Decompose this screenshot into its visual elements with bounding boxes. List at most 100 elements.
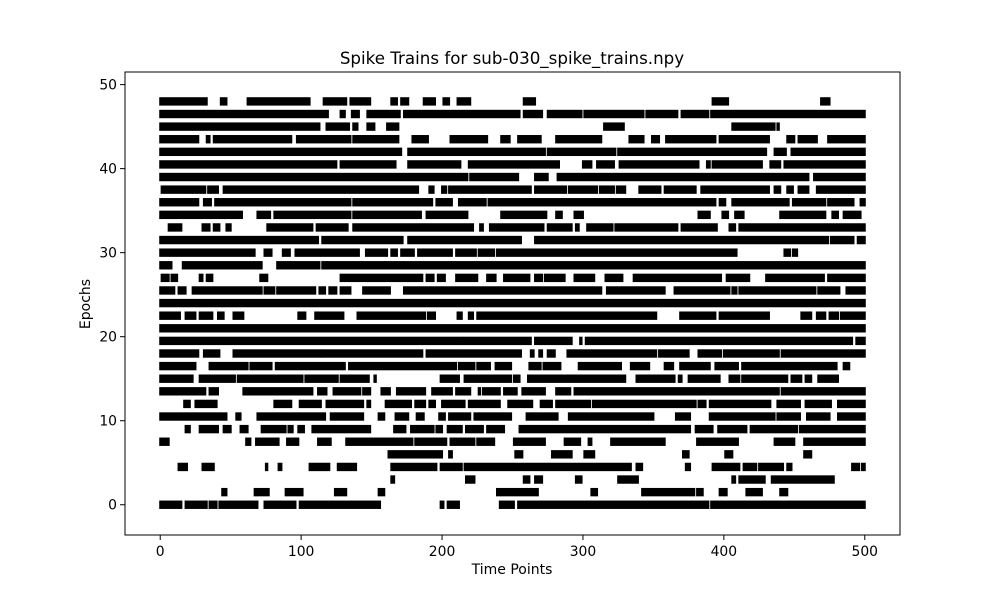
spike-segment — [596, 160, 615, 169]
spike-segment — [167, 223, 183, 232]
spike-segment — [184, 424, 191, 434]
spike-segment — [281, 248, 291, 257]
spike-segment — [456, 311, 463, 320]
spike-train-row — [159, 387, 866, 396]
spike-segment — [741, 361, 838, 371]
spike-segment — [697, 399, 707, 409]
spike-segment — [512, 374, 521, 383]
spike-segment — [573, 273, 596, 283]
spike-segment — [617, 475, 639, 484]
spike-segment — [259, 273, 269, 283]
spike-segment — [332, 387, 362, 396]
spike-segment — [467, 311, 475, 320]
spike-trains — [159, 97, 866, 509]
spike-segment — [467, 160, 560, 169]
spike-segment — [710, 109, 866, 119]
spike-segment — [456, 97, 472, 106]
spike-train-row — [159, 248, 799, 257]
spike-segment — [242, 387, 307, 396]
spike-segment — [705, 160, 711, 169]
spike-segment — [598, 185, 615, 194]
spike-segment — [680, 223, 718, 232]
spike-segment — [663, 185, 697, 194]
spike-segment — [635, 374, 676, 383]
spike-segment — [349, 97, 372, 106]
spike-train-row — [159, 210, 862, 220]
spike-segment — [425, 349, 522, 358]
spike-segment — [160, 185, 193, 194]
spike-segment — [235, 412, 242, 421]
spike-segment — [856, 235, 866, 245]
spike-segment — [465, 424, 484, 434]
spike-segment — [813, 172, 866, 182]
y-tick-label: 10 — [99, 414, 117, 430]
spike-segment — [522, 97, 537, 106]
y-tick-label: 40 — [99, 162, 117, 178]
spike-segment — [407, 235, 522, 245]
spike-segment — [770, 475, 835, 484]
spike-segment — [534, 235, 830, 245]
spike-segment — [583, 109, 645, 119]
spike-segment — [181, 261, 263, 270]
spike-segment — [574, 223, 580, 232]
y-tick-label: 50 — [99, 78, 117, 94]
spike-segment — [525, 412, 559, 421]
spike-segment — [731, 122, 776, 131]
spike-segment — [797, 135, 818, 144]
spike-segment — [394, 412, 410, 421]
spike-segment — [298, 399, 322, 409]
spike-segment — [277, 462, 283, 472]
spike-segment — [773, 437, 796, 446]
spike-segment — [749, 424, 799, 434]
spike-segment — [696, 437, 739, 446]
spike-segment — [679, 361, 711, 371]
spike-segment — [239, 424, 249, 434]
x-axis: 0 100 200 300 400 500 — [156, 535, 878, 560]
spike-segment — [205, 273, 214, 283]
spike-segment — [366, 109, 401, 119]
spike-segment — [590, 487, 599, 497]
spike-segment — [776, 122, 780, 131]
y-tick-label: 20 — [99, 330, 117, 346]
spike-segment — [780, 387, 866, 396]
spike-train-row — [167, 223, 866, 232]
spike-train-row — [159, 109, 866, 119]
spike-segment — [842, 361, 851, 371]
spike-segment — [731, 475, 737, 484]
spike-segment — [534, 172, 549, 182]
spike-segment — [645, 109, 679, 119]
spike-segment — [159, 412, 228, 421]
spike-segment — [377, 487, 386, 497]
spike-segment — [476, 437, 496, 446]
spike-segment — [317, 437, 332, 446]
spike-segment — [232, 311, 245, 320]
spike-segment — [350, 109, 360, 119]
spike-segment — [400, 248, 415, 257]
spike-segment — [658, 349, 690, 358]
spike-segment — [724, 450, 734, 459]
spike-segment — [498, 500, 515, 509]
spike-train-row — [159, 198, 866, 207]
spike-segment — [287, 424, 294, 434]
spike-segment — [522, 109, 544, 119]
spike-segment — [837, 399, 866, 409]
spike-segment — [700, 185, 770, 194]
spike-segment — [522, 475, 531, 484]
spike-segment — [734, 210, 745, 220]
spike-segment — [294, 248, 360, 257]
spike-segment — [403, 286, 603, 295]
spike-segment — [779, 210, 827, 220]
spike-segment — [500, 135, 511, 144]
spike-segment — [842, 210, 862, 220]
spike-segment — [529, 349, 535, 358]
spike-segment — [325, 122, 351, 131]
spike-segment — [348, 361, 458, 371]
spike-segment — [629, 361, 651, 371]
spike-segment — [236, 374, 304, 383]
spike-segment — [260, 424, 287, 434]
spike-segment — [579, 336, 583, 346]
spike-train-row — [159, 311, 866, 320]
spike-segment — [783, 160, 866, 169]
spike-segment — [436, 273, 446, 283]
spike-segment — [463, 462, 632, 472]
